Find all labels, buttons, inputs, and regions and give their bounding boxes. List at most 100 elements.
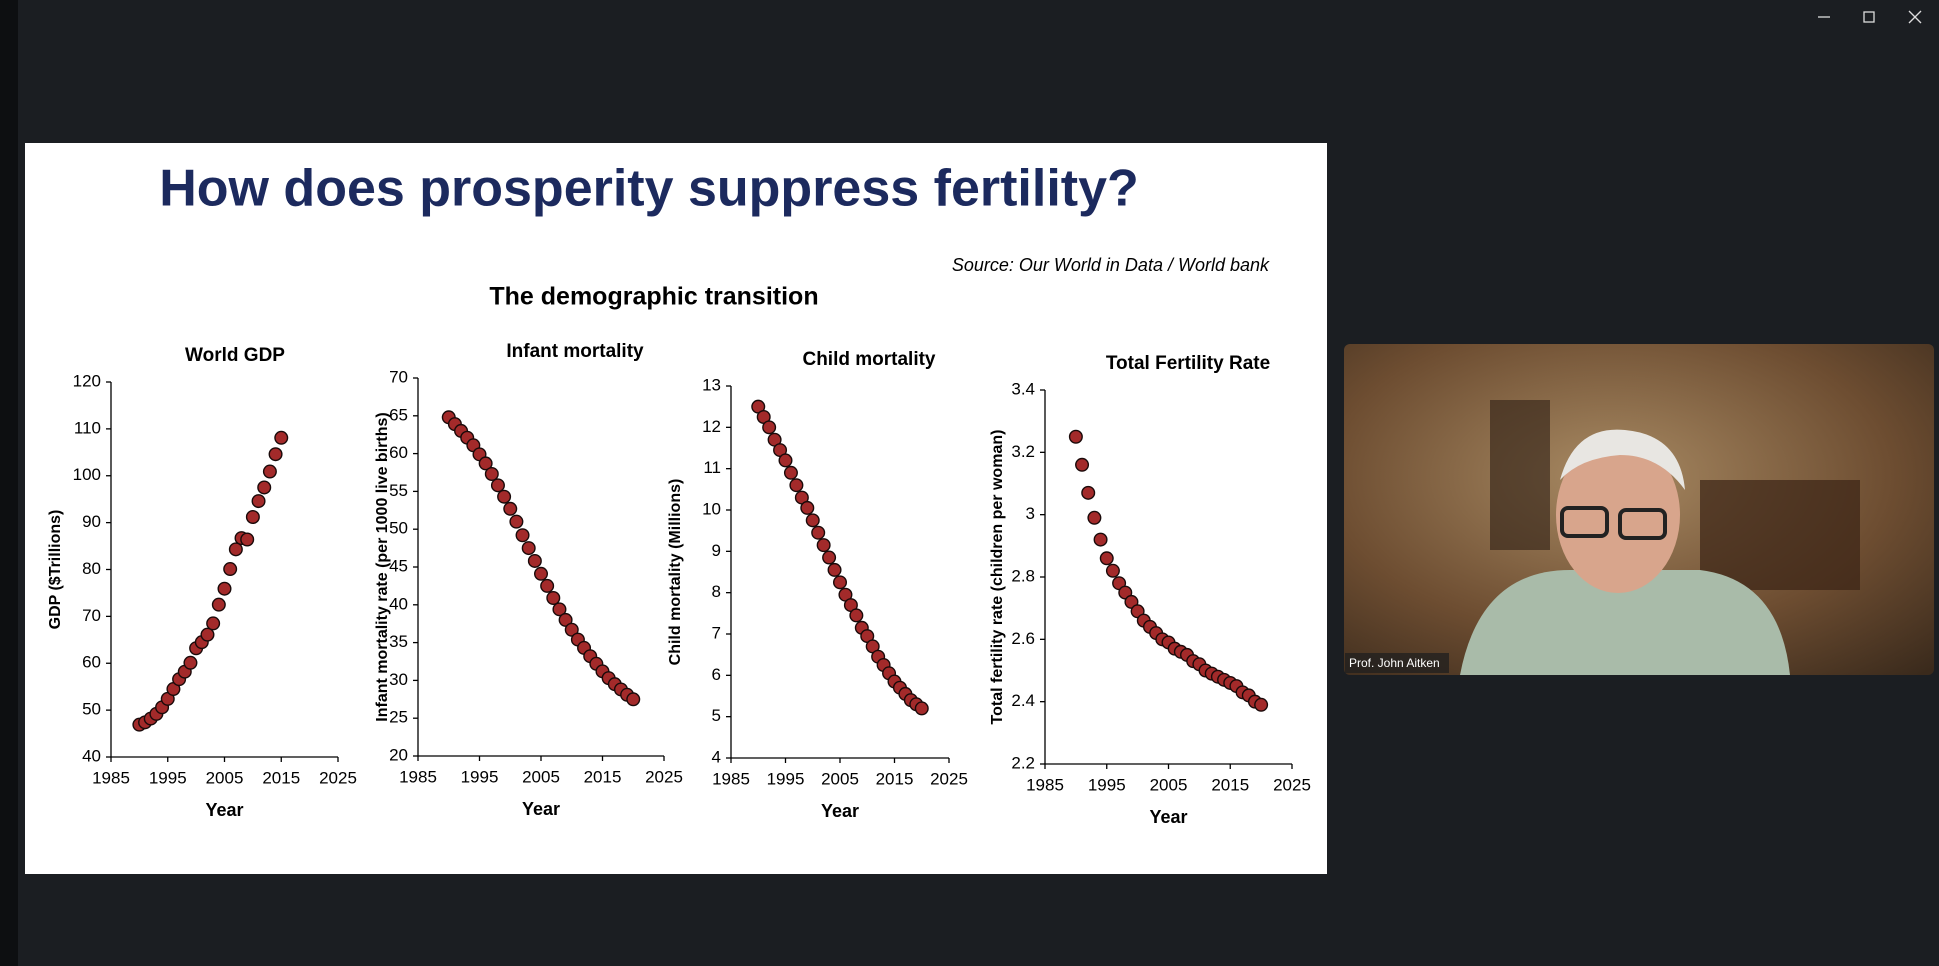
x-tick-label: 2015: [876, 769, 914, 788]
x-tick-label: 2025: [930, 769, 968, 788]
slide-title: How does prosperity suppress fertility?: [159, 160, 1139, 218]
y-tick-label: 6: [712, 665, 721, 684]
data-point: [478, 456, 493, 471]
data-point: [211, 597, 226, 612]
y-tick-label: 2.8: [1011, 566, 1035, 585]
x-tick-label: 2025: [645, 767, 683, 786]
x-tick-label: 2025: [319, 768, 357, 787]
y-tick-label: 90: [82, 512, 101, 531]
y-tick-label: 55: [389, 481, 408, 500]
y-tick-label: 3.2: [1011, 442, 1035, 461]
data-point: [1081, 485, 1096, 500]
data-point: [552, 602, 567, 617]
y-tick-label: 50: [82, 700, 101, 719]
y-tick-label: 70: [389, 367, 408, 386]
bookshelf: [1490, 400, 1550, 550]
x-tick-label: 2005: [206, 768, 244, 787]
data-point: [811, 525, 826, 540]
data-point: [274, 430, 289, 445]
data-point: [1254, 697, 1269, 712]
y-axis-label: GDP ($Trillions): [47, 510, 64, 630]
y-tick-label: 60: [389, 443, 408, 462]
source-note: Source: Our World in Data / World bank: [952, 255, 1270, 275]
y-tick-label: 100: [73, 465, 101, 484]
chart-title: World GDP: [185, 345, 285, 366]
close-button[interactable]: [1908, 10, 1922, 24]
person-head: [1556, 437, 1680, 593]
y-tick-label: 70: [82, 606, 101, 625]
data-point: [223, 562, 238, 577]
person-body: [1460, 570, 1790, 675]
x-tick-label: 2005: [1150, 775, 1188, 794]
glasses: [1560, 506, 1609, 538]
x-tick-label: 2015: [1211, 775, 1249, 794]
data-point: [245, 510, 260, 525]
y-tick-label: 35: [389, 632, 408, 651]
data-point: [206, 616, 221, 631]
y-tick-label: 25: [389, 708, 408, 727]
x-tick-label: 2005: [821, 769, 859, 788]
data-point: [816, 538, 831, 553]
data-point: [1093, 532, 1108, 547]
y-tick-label: 80: [82, 559, 101, 578]
data-point: [251, 494, 266, 509]
data-point: [778, 453, 793, 468]
person-hair: [1560, 429, 1685, 490]
data-point: [1087, 510, 1102, 525]
x-tick-label: 1995: [1088, 775, 1126, 794]
x-axis-label: Year: [821, 801, 859, 821]
slide: [25, 143, 1327, 874]
chart: Total Fertility Rate 2.2 2.4 2.6 2.8 3 3.2 3.4 1…: [989, 353, 1311, 827]
data-point: [240, 532, 255, 547]
chart-title: Infant mortality: [506, 341, 644, 362]
y-tick-label: 12: [702, 417, 721, 436]
data-point: [1068, 429, 1083, 444]
x-tick-label: 2015: [262, 768, 300, 787]
y-tick-label: 3.4: [1011, 379, 1035, 398]
chart-title: Total Fertility Rate: [1106, 353, 1270, 374]
x-tick-label: 1995: [149, 768, 187, 787]
data-point: [490, 478, 505, 493]
data-point: [827, 562, 842, 577]
y-tick-label: 45: [389, 556, 408, 575]
x-tick-label: 1995: [461, 767, 499, 786]
y-tick-label: 2.2: [1011, 753, 1035, 772]
y-tick-label: 20: [389, 745, 408, 764]
data-point: [183, 655, 198, 670]
y-tick-label: 50: [389, 519, 408, 538]
data-point: [521, 541, 536, 556]
restore-button[interactable]: [1863, 11, 1875, 23]
data-point: [217, 581, 232, 596]
x-tick-label: 1985: [1026, 775, 1064, 794]
glasses: [1618, 508, 1667, 540]
y-tick-label: 5: [712, 706, 721, 725]
data-point: [800, 500, 815, 515]
y-tick-label: 7: [712, 623, 721, 642]
x-tick-label: 2005: [522, 767, 560, 786]
data-point: [789, 478, 804, 493]
data-point: [558, 612, 573, 627]
y-tick-label: 65: [389, 405, 408, 424]
data-point: [1075, 457, 1090, 472]
left-edge: [0, 0, 18, 966]
x-tick-label: 2025: [1273, 775, 1311, 794]
data-point: [515, 528, 530, 543]
data-point: [484, 467, 499, 482]
y-tick-label: 3: [1026, 504, 1035, 523]
x-tick-label: 1985: [712, 769, 750, 788]
y-tick-label: 110: [74, 418, 101, 437]
data-point: [783, 465, 798, 480]
data-point: [228, 542, 243, 557]
chart: Infant mortality202530354045505560657019…: [374, 341, 683, 819]
chart: World GDP 40 50 60 70 80 90 100 110 120 1985 1995 20…: [47, 345, 357, 820]
y-tick-label: 4: [712, 747, 721, 766]
x-tick-label: 1985: [399, 767, 437, 786]
name-tag: [1345, 653, 1449, 673]
x-tick-label: 1995: [767, 769, 805, 788]
data-point: [564, 622, 579, 637]
x-tick-label: 2015: [584, 767, 622, 786]
data-point: [257, 480, 272, 495]
x-axis-label: Year: [1149, 807, 1187, 827]
